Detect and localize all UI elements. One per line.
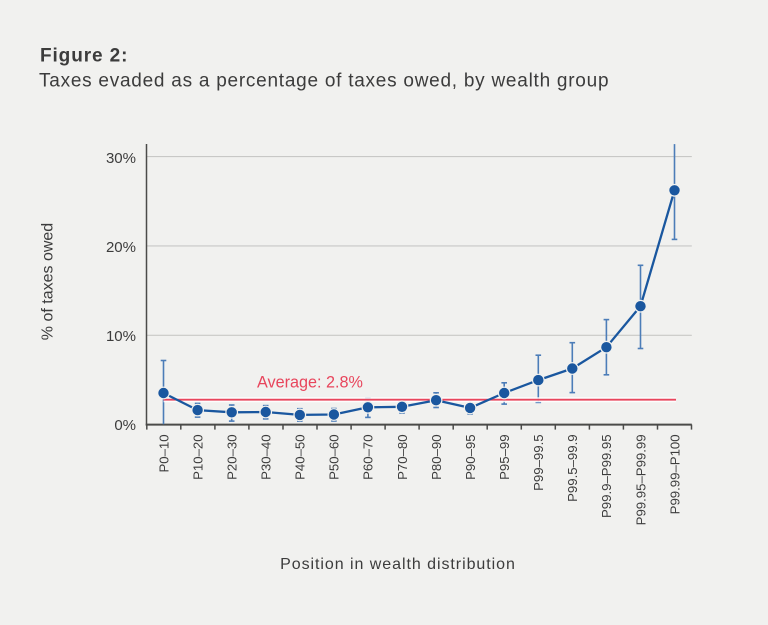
svg-text:P60–70: P60–70	[361, 434, 376, 479]
svg-text:P50–60: P50–60	[327, 434, 342, 479]
svg-text:P70–80: P70–80	[395, 434, 410, 479]
svg-text:Average: 2.8%: Average: 2.8%	[257, 374, 363, 392]
svg-text:% of taxes owed: % of taxes owed	[40, 223, 57, 340]
svg-text:P99.99–P100: P99.99–P100	[667, 434, 682, 514]
svg-text:P90–95: P90–95	[463, 434, 478, 479]
svg-text:P95–99: P95–99	[497, 434, 512, 479]
svg-text:10%: 10%	[106, 328, 136, 345]
svg-text:P80–90: P80–90	[429, 434, 444, 479]
svg-text:P0–10: P0–10	[156, 434, 171, 472]
svg-text:30%: 30%	[106, 150, 136, 167]
svg-text:P99.95–P99.99: P99.95–P99.99	[633, 434, 648, 525]
svg-text:Figure 2:: Figure 2:	[40, 46, 128, 67]
svg-text:P99–99.5: P99–99.5	[531, 434, 546, 490]
svg-text:P99.9–P99.95: P99.9–P99.95	[599, 434, 614, 518]
svg-text:P30–40: P30–40	[259, 434, 274, 479]
svg-text:Taxes evaded as a percentage o: Taxes evaded as a percentage of taxes ow…	[39, 71, 609, 92]
svg-text:P20–30: P20–30	[225, 434, 240, 479]
svg-text:Position in wealth distributio: Position in wealth distribution	[280, 556, 516, 573]
svg-text:P10–20: P10–20	[190, 434, 205, 479]
svg-text:P99.5–99.9: P99.5–99.9	[565, 434, 580, 501]
svg-text:P40–50: P40–50	[293, 434, 308, 479]
svg-text:0%: 0%	[114, 417, 136, 434]
svg-text:20%: 20%	[106, 239, 136, 256]
